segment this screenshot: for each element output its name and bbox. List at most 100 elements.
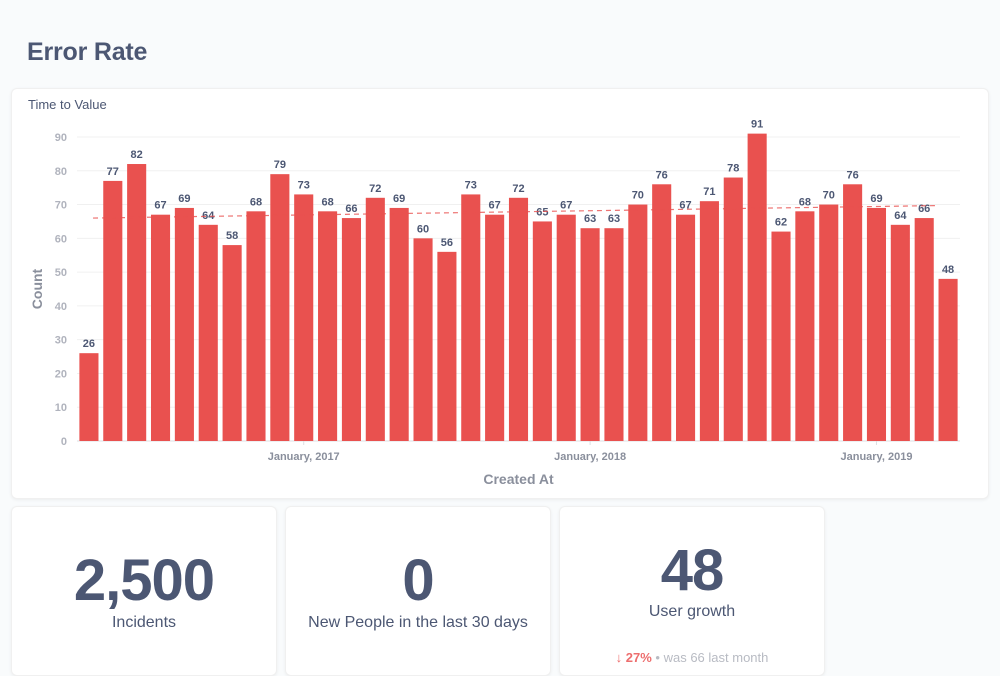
chart-bar[interactable]: [771, 231, 791, 441]
y-tick-label: 30: [55, 335, 67, 347]
chart-card-title[interactable]: Time to Value: [28, 97, 107, 112]
bar-value-label: 66: [345, 203, 357, 215]
chart-bar[interactable]: [843, 184, 863, 441]
bar-value-label: 64: [894, 210, 907, 222]
chart-bar[interactable]: [246, 211, 266, 441]
metric-value: 2,500: [73, 548, 215, 613]
chart-bar[interactable]: [747, 133, 767, 441]
chart-bar[interactable]: [628, 204, 648, 441]
chart-bar[interactable]: [795, 211, 815, 441]
trend-line: [92, 204, 939, 219]
bar-value-label: 62: [775, 217, 787, 229]
change-percent: 27%: [625, 650, 652, 665]
chart-bar[interactable]: [723, 177, 743, 441]
bar-value-label: 58: [226, 230, 238, 242]
chart-bar[interactable]: [150, 214, 171, 441]
bar-value-label: 68: [799, 196, 811, 208]
chart-bar[interactable]: [127, 164, 147, 441]
bar-value-label: 67: [154, 200, 166, 212]
y-tick-label: 80: [55, 166, 67, 178]
y-tick-label: 20: [55, 368, 67, 380]
bar-value-label: 67: [560, 200, 572, 212]
chart-bar[interactable]: [270, 174, 290, 441]
bar-value-label: 79: [274, 159, 286, 171]
metric-value: 0: [402, 548, 434, 613]
x-tick-label: January, 2018: [554, 451, 626, 463]
chart-bar[interactable]: [365, 197, 385, 441]
chart-bar[interactable]: [890, 224, 910, 441]
metric-card-user-growth[interactable]: 48 User growth ↓ 27% • was 66 last month: [559, 506, 825, 676]
metric-label[interactable]: Incidents: [111, 614, 177, 631]
bar-value-label: 70: [823, 190, 835, 202]
metric-card-new-people[interactable]: 0 New People in the last 30 days: [285, 506, 551, 676]
chart-bar[interactable]: [508, 197, 529, 441]
x-axis-title[interactable]: Created At: [483, 471, 554, 487]
bar-value-label: 68: [321, 196, 333, 208]
bar-value-label: 77: [107, 166, 119, 178]
bar-value-label: 69: [393, 193, 405, 205]
chart-bar[interactable]: [222, 245, 242, 441]
chart-bar[interactable]: [652, 184, 672, 441]
metric-card-incidents[interactable]: 2,500 Incidents: [11, 506, 277, 676]
bar-value-label: 26: [83, 338, 95, 350]
chart-bar[interactable]: [461, 194, 481, 441]
chart-bar[interactable]: [485, 214, 505, 441]
bar-value-label: 68: [250, 196, 262, 208]
x-tick-label: January, 2019: [840, 451, 912, 463]
bar-value-label: 72: [369, 183, 381, 195]
previous-value-text: was 66 last month: [663, 650, 769, 665]
bar-value-label: 69: [870, 193, 882, 205]
metric-label[interactable]: New People in the last 30 days: [308, 614, 528, 631]
chart-bar[interactable]: [103, 180, 123, 441]
bar-value-label: 82: [131, 149, 143, 161]
x-tick-label: January, 2017: [268, 451, 340, 463]
bar-value-label: 73: [465, 179, 477, 191]
chart-bar[interactable]: [819, 204, 839, 441]
chart-bar[interactable]: [437, 251, 457, 441]
bar-value-label: 69: [178, 193, 190, 205]
y-tick-label: 60: [55, 233, 67, 245]
bar-value-label: 48: [942, 264, 954, 276]
separator-dot: •: [655, 650, 660, 665]
arrow-down-icon: ↓: [615, 650, 623, 665]
chart-bar[interactable]: [580, 228, 600, 441]
metric-label[interactable]: User growth: [648, 603, 736, 620]
bar-value-label: 72: [512, 183, 524, 195]
chart-bar[interactable]: [532, 221, 552, 441]
chart-bar[interactable]: [174, 207, 194, 441]
y-tick-label: 70: [55, 200, 67, 212]
bar-value-label: 56: [441, 237, 453, 249]
y-axis-title[interactable]: Count: [29, 268, 45, 309]
bar-value-label: 64: [202, 210, 215, 222]
bar-value-label: 70: [632, 190, 644, 202]
bar-chart: 0 10 20 30 40 50 60 70 80 90 26 77 82 67 69 64 58 68 79 73 6…: [29, 119, 960, 487]
y-tick-label: 50: [55, 267, 67, 279]
bar-value-label: 76: [656, 169, 668, 181]
bar-value-label: 67: [489, 200, 501, 212]
bar-value-label: 63: [584, 213, 596, 225]
chart-bar[interactable]: [866, 207, 887, 441]
chart-bar[interactable]: [318, 211, 338, 441]
chart-card[interactable]: Time to Value 0 10 20 30 40 50 60 70 80 90 26 77 82 6…: [11, 88, 989, 499]
bar-value-label: 71: [703, 186, 715, 198]
metric-comparison: ↓ 27% • was 66 last month: [560, 650, 824, 665]
page-title: Error Rate: [27, 38, 148, 66]
chart-bar[interactable]: [676, 214, 696, 441]
chart-bar[interactable]: [294, 194, 314, 441]
chart-bar[interactable]: [699, 201, 719, 441]
chart-bar[interactable]: [389, 207, 409, 441]
bar-value-label: 73: [298, 179, 310, 191]
chart-bar[interactable]: [556, 214, 576, 441]
y-tick-label: 90: [55, 132, 67, 144]
chart-bar[interactable]: [914, 218, 934, 441]
chart-bar[interactable]: [413, 238, 433, 441]
bar-value-label: 91: [751, 119, 763, 131]
bar-value-label: 60: [417, 223, 429, 235]
metric-value: 48: [660, 538, 725, 603]
chart-bar[interactable]: [938, 278, 958, 441]
y-tick-label: 10: [55, 402, 67, 414]
chart-bar[interactable]: [341, 218, 361, 441]
chart-bar[interactable]: [604, 228, 624, 441]
chart-bar[interactable]: [79, 353, 99, 441]
chart-bar[interactable]: [198, 224, 218, 441]
